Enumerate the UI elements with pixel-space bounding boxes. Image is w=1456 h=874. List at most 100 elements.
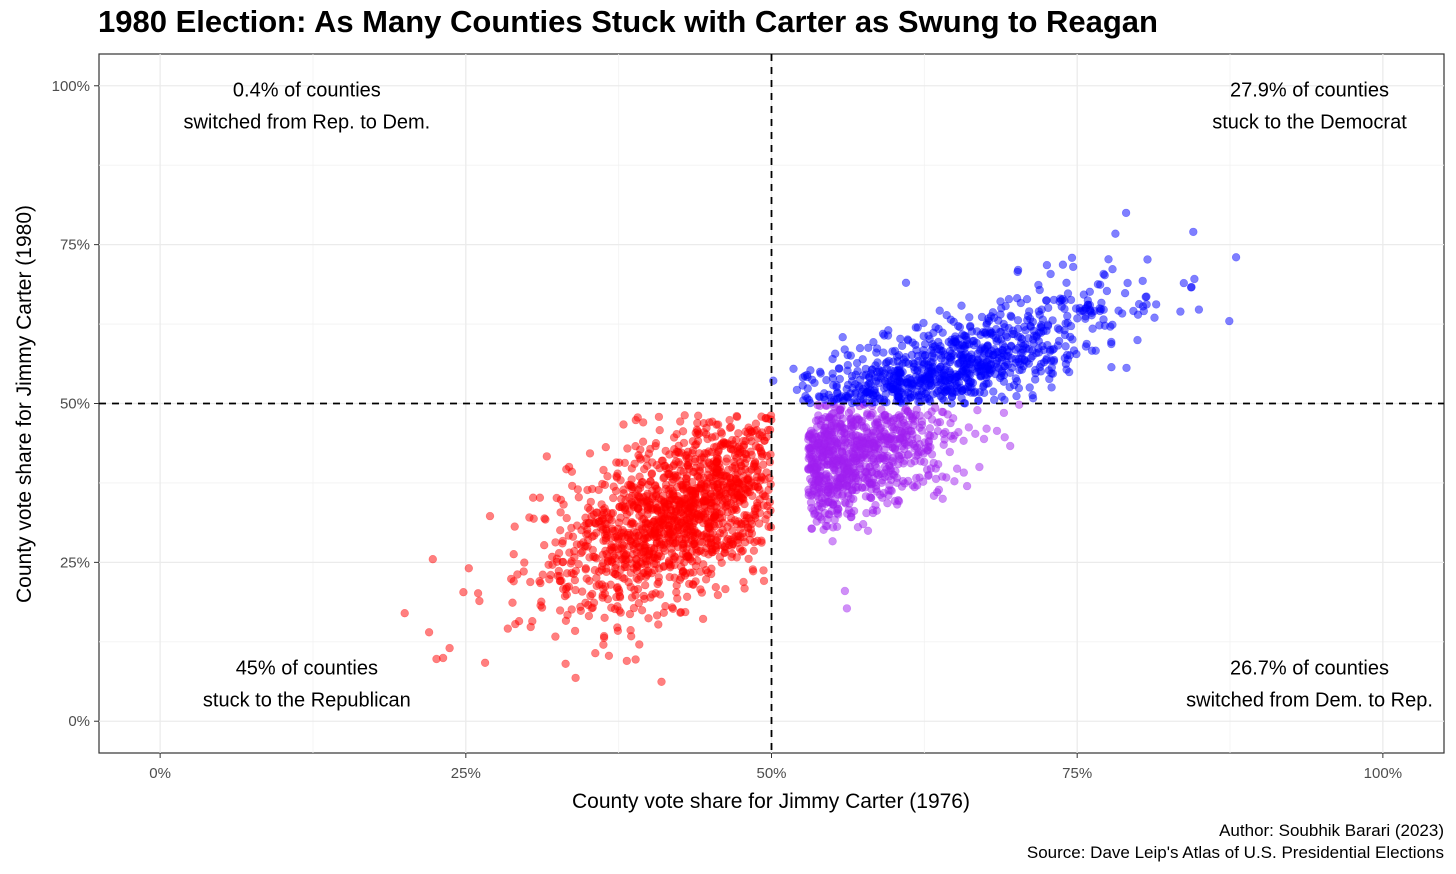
data-point	[651, 439, 661, 448]
data-point	[1100, 321, 1110, 330]
data-point	[630, 459, 639, 468]
data-point	[812, 517, 821, 526]
data-point	[1111, 229, 1120, 238]
data-point	[928, 358, 937, 367]
data-point	[725, 440, 734, 449]
data-point	[1121, 208, 1131, 218]
data-point	[884, 326, 893, 335]
annotation-line-1: 45% of counties	[236, 658, 378, 680]
data-point	[560, 591, 570, 601]
data-point	[616, 476, 625, 485]
data-point	[989, 313, 999, 322]
data-point	[1141, 292, 1150, 302]
data-point	[1048, 369, 1058, 378]
data-point	[839, 456, 849, 465]
data-point	[935, 306, 944, 315]
data-point	[1190, 274, 1199, 284]
data-point	[613, 582, 622, 592]
data-point	[1194, 305, 1204, 314]
data-point	[634, 598, 643, 608]
data-point	[1005, 441, 1015, 451]
data-point	[759, 576, 769, 586]
data-point	[630, 585, 639, 594]
data-point	[932, 488, 942, 497]
data-point	[642, 570, 652, 579]
data-point	[682, 474, 691, 484]
data-point	[627, 559, 637, 568]
data-point	[616, 608, 625, 617]
data-point	[865, 440, 874, 449]
data-point	[999, 408, 1009, 418]
data-point	[716, 441, 725, 450]
data-point	[1088, 324, 1097, 333]
data-point	[951, 332, 960, 341]
data-point	[1093, 280, 1103, 289]
data-point	[1015, 366, 1024, 375]
data-point	[828, 537, 837, 546]
data-point	[1108, 265, 1117, 274]
data-point	[835, 406, 845, 415]
data-point	[1025, 383, 1034, 392]
data-point	[712, 536, 721, 545]
data-point	[882, 364, 892, 373]
data-point	[602, 529, 611, 538]
data-point	[671, 514, 681, 523]
data-point	[696, 585, 705, 594]
data-point	[744, 554, 753, 564]
data-point	[695, 474, 705, 483]
data-point	[699, 560, 708, 569]
x-tick-label: 0%	[149, 765, 171, 782]
data-point	[620, 551, 630, 561]
data-point	[965, 357, 975, 366]
x-tick-label: 100%	[1364, 765, 1402, 782]
data-point	[1143, 255, 1152, 264]
data-point	[1066, 321, 1076, 331]
data-point	[545, 575, 554, 584]
data-point	[622, 656, 631, 666]
data-point	[618, 573, 627, 582]
data-point	[682, 592, 692, 601]
data-point	[798, 381, 807, 390]
data-point	[828, 354, 837, 364]
data-point	[861, 483, 870, 492]
data-point	[883, 499, 892, 508]
data-point	[813, 439, 823, 448]
data-point	[1068, 262, 1078, 272]
data-point	[880, 435, 889, 444]
data-point	[600, 613, 609, 622]
data-point	[722, 454, 732, 463]
data-point	[562, 513, 571, 523]
data-point	[566, 559, 575, 568]
data-point	[570, 626, 580, 636]
data-point	[612, 458, 621, 467]
data-point	[674, 441, 683, 450]
data-point	[503, 624, 512, 633]
data-point	[908, 338, 917, 347]
data-point	[812, 453, 821, 463]
y-tick-label: 0%	[68, 713, 90, 730]
data-point	[744, 474, 753, 483]
data-point	[1001, 301, 1010, 311]
data-point	[1079, 290, 1089, 299]
data-point	[634, 504, 643, 513]
data-point	[1133, 335, 1142, 345]
data-point	[927, 407, 936, 416]
data-point	[789, 364, 798, 373]
data-point	[865, 412, 875, 421]
data-point	[651, 589, 660, 598]
data-point	[753, 482, 763, 492]
data-point	[959, 351, 968, 360]
data-point	[950, 477, 959, 486]
data-point	[1028, 394, 1038, 403]
data-point	[828, 369, 837, 378]
data-point	[1000, 433, 1009, 442]
data-point	[962, 481, 972, 491]
data-point	[682, 544, 691, 553]
data-point	[631, 655, 640, 664]
data-point	[804, 454, 813, 463]
data-point	[871, 501, 880, 510]
data-point	[1081, 304, 1090, 313]
data-point	[816, 462, 826, 471]
data-point	[1001, 331, 1011, 340]
data-point	[973, 406, 982, 415]
